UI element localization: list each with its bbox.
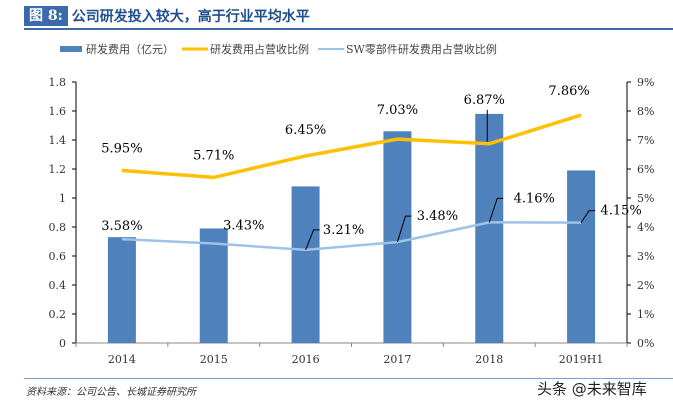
watermark: 头条 @未来智库: [537, 380, 647, 398]
data-label: 6.45%: [285, 123, 326, 138]
bar-2015: [199, 228, 228, 343]
data-label: 3.43%: [223, 219, 264, 234]
leader-line: [580, 210, 596, 223]
right-tick-label: 9%: [637, 76, 654, 89]
legend-label: 研发费用（亿元）: [86, 42, 174, 56]
bar-2018: [475, 113, 504, 344]
bar-2019H1: [567, 170, 596, 343]
right-tick-label: 3%: [637, 250, 654, 263]
data-label: 3.58%: [101, 219, 142, 234]
bar-2017: [383, 131, 412, 343]
x-tick-label: 2019H1: [559, 353, 604, 366]
source-note: 资料来源：公司公告、长城证券研究所: [26, 387, 196, 398]
right-tick-label: 5%: [637, 192, 654, 205]
right-tick-label: 8%: [637, 105, 654, 118]
data-label: 4.16%: [514, 191, 555, 206]
data-label: 4.15%: [600, 204, 641, 219]
leader-line: [488, 197, 504, 223]
right-tick-label: 7%: [637, 134, 654, 147]
left-tick-label: 1: [59, 192, 66, 205]
right-tick-label: 1%: [637, 308, 654, 321]
left-tick-label: 0.6: [49, 250, 67, 263]
right-tick-label: 6%: [637, 163, 654, 176]
figure-title: 图 8: 公司研发投入较大，高于行业平均水平: [24, 6, 310, 26]
right-tick-label: 2%: [637, 279, 654, 292]
bar-2014: [107, 237, 136, 343]
leader-line: [305, 229, 320, 251]
line-series-2: [121, 221, 582, 252]
data-label: 7.03%: [377, 103, 418, 118]
left-tick-label: 0.4: [49, 279, 67, 292]
x-tick-label: 2015: [200, 353, 228, 366]
x-tick-label: 2016: [292, 353, 320, 366]
x-tick-label: 2014: [108, 353, 136, 366]
legend-bar-swatch: [60, 46, 82, 52]
left-tick-label: 1.8: [49, 76, 67, 89]
data-label: 5.71%: [193, 148, 234, 163]
figure-label: 图 8:: [24, 6, 68, 26]
figure-title-text: 公司研发投入较大，高于行业平均水平: [71, 9, 310, 25]
data-label: 7.86%: [548, 84, 589, 99]
legend-label: SW零部件研发费用占营收比例: [346, 42, 497, 56]
legend-label: 研发费用占营收比例: [210, 42, 309, 56]
footer-rule: [24, 378, 673, 379]
left-tick-label: 1.2: [49, 163, 67, 176]
x-tick-label: 2018: [475, 353, 503, 366]
data-label: 3.21%: [323, 223, 364, 238]
title-rule: [24, 28, 673, 30]
line-series-1: [121, 113, 582, 180]
leader-line: [396, 215, 412, 243]
data-label: 5.95%: [101, 141, 142, 156]
left-tick-label: 0.2: [49, 308, 67, 321]
right-tick-label: 4%: [637, 221, 654, 234]
left-tick-label: 1.6: [49, 105, 67, 118]
right-tick-label: 0%: [637, 337, 654, 350]
x-tick-label: 2017: [383, 353, 411, 366]
bar-2016: [291, 186, 320, 343]
left-tick-label: 1.4: [49, 134, 67, 147]
left-tick-label: 0: [59, 337, 66, 350]
left-tick-label: 0.8: [49, 221, 67, 234]
data-label: 3.48%: [417, 209, 458, 224]
data-label: 6.87%: [464, 93, 505, 108]
